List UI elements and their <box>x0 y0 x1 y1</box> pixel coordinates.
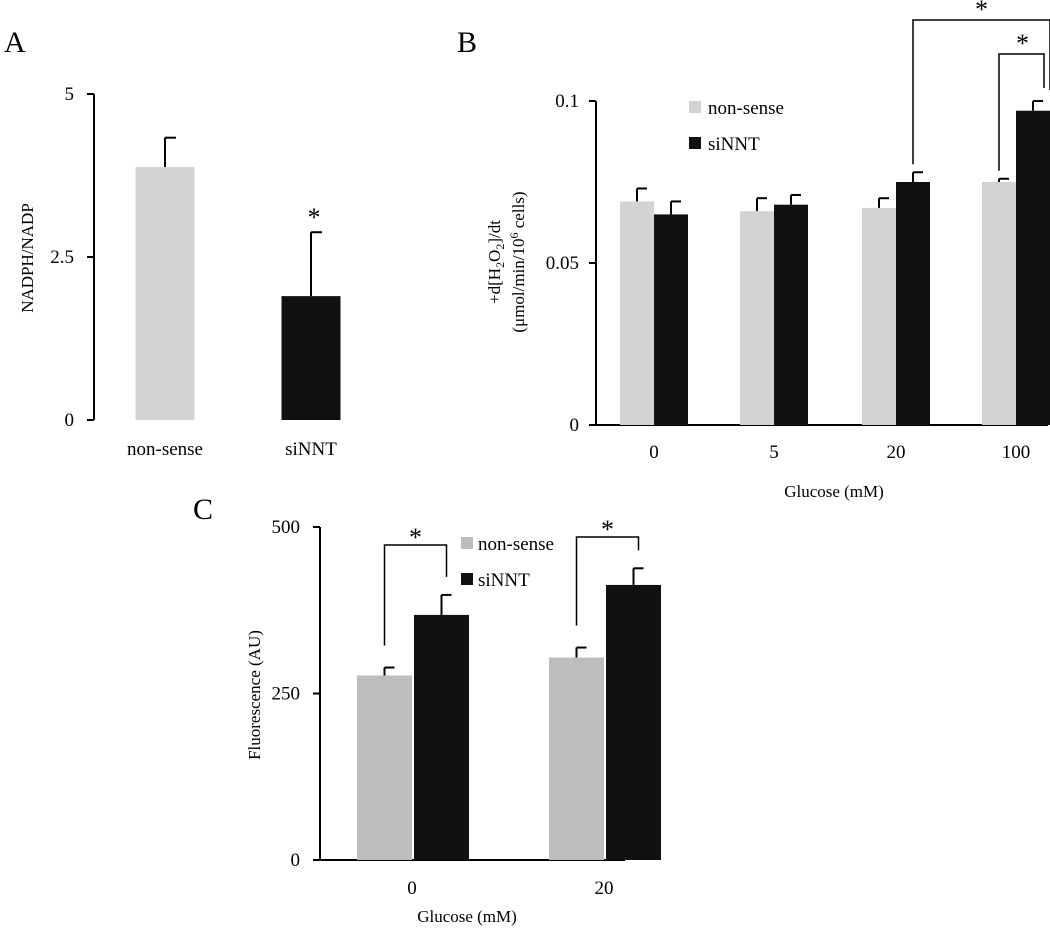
significance-star-b-outer: * <box>975 0 988 24</box>
significance-bracket-c <box>575 536 640 626</box>
y-tick-label-c: 0 <box>291 850 301 871</box>
bar-siNNT <box>281 296 341 420</box>
significance-star-c: * <box>601 515 614 544</box>
legend-swatch-c <box>461 573 473 585</box>
category-label-b: 20 <box>887 442 906 463</box>
bar-siNNT-5 <box>774 204 808 425</box>
bar-non-sense-0 <box>357 675 412 860</box>
y-tick-label-b: 0.1 <box>555 91 579 112</box>
y-tick-label-c: 250 <box>272 684 301 705</box>
y-tick-label-b: 0.05 <box>546 253 579 274</box>
category-label-a: siNNT <box>285 439 337 460</box>
category-label-c: 20 <box>595 878 614 899</box>
xlabel-b: Glucose (mM) <box>784 482 884 501</box>
legend-label-c: non-sense <box>478 534 554 555</box>
category-label-a: non-sense <box>127 439 203 460</box>
ylabel-b-line2: (μmol/min/106 cells) <box>507 191 528 332</box>
y-tick-label-a: 0 <box>65 410 75 431</box>
category-label-b: 100 <box>1002 442 1031 463</box>
chart-a: NADPH/NADP 0 2.5 5 non-sense siNNT * <box>18 84 341 460</box>
chart-c: Fluorescence (AU) Glucose (mM) 0 250 500 0 2… <box>245 515 661 926</box>
y-tick-label-b: 0 <box>570 415 580 436</box>
bar-siNNT-20 <box>896 182 930 425</box>
bar-siNNT-20 <box>606 584 661 860</box>
ylabel-a: NADPH/NADP <box>18 203 37 313</box>
bar-siNNT-100 <box>1016 110 1050 425</box>
significance-bracket-b-inner <box>998 53 1045 171</box>
significance-bracket-c <box>383 544 448 646</box>
panel-letter-c: C <box>193 493 213 526</box>
category-label-c: 0 <box>407 878 417 899</box>
bar-non-sense-20 <box>549 657 604 860</box>
category-label-b: 5 <box>769 442 779 463</box>
ylabel-c: Fluorescence (AU) <box>245 630 264 760</box>
bar-siNNT-0 <box>414 614 469 860</box>
significance-star-a: * <box>308 203 321 232</box>
ylabel-b-line1: +d[H2O2]/dt <box>485 220 507 304</box>
category-label-b: 0 <box>649 442 659 463</box>
bar-non-sense-0 <box>620 201 654 425</box>
bar-non-sense-100 <box>982 182 1016 425</box>
y-tick-label-a: 2.5 <box>50 247 74 268</box>
chart-b: +d[H2O2]/dt (μmol/min/106 cells) Glucose… <box>485 0 1050 501</box>
legend-label-c: siNNT <box>478 570 530 591</box>
bar-siNNT-0 <box>654 214 688 425</box>
legend-label-b: non-sense <box>708 98 784 119</box>
significance-star-b-inner: * <box>1016 29 1029 58</box>
significance-bracket-b-outer <box>912 19 1050 165</box>
panel-letter-a: A <box>4 26 26 59</box>
y-tick-label-c: 500 <box>272 517 301 538</box>
legend-swatch-c <box>461 537 473 549</box>
legend-swatch-b <box>689 137 701 149</box>
panel-letter-b: B <box>457 26 477 59</box>
bar-non-sense-20 <box>862 207 896 425</box>
legend-swatch-b <box>689 101 701 113</box>
xlabel-c: Glucose (mM) <box>417 907 517 926</box>
bar-non-sense-5 <box>740 211 774 425</box>
legend-label-b: siNNT <box>708 134 760 155</box>
y-tick-label-a: 5 <box>65 84 75 105</box>
bar-non-sense <box>135 167 195 420</box>
significance-star-c: * <box>409 523 422 552</box>
